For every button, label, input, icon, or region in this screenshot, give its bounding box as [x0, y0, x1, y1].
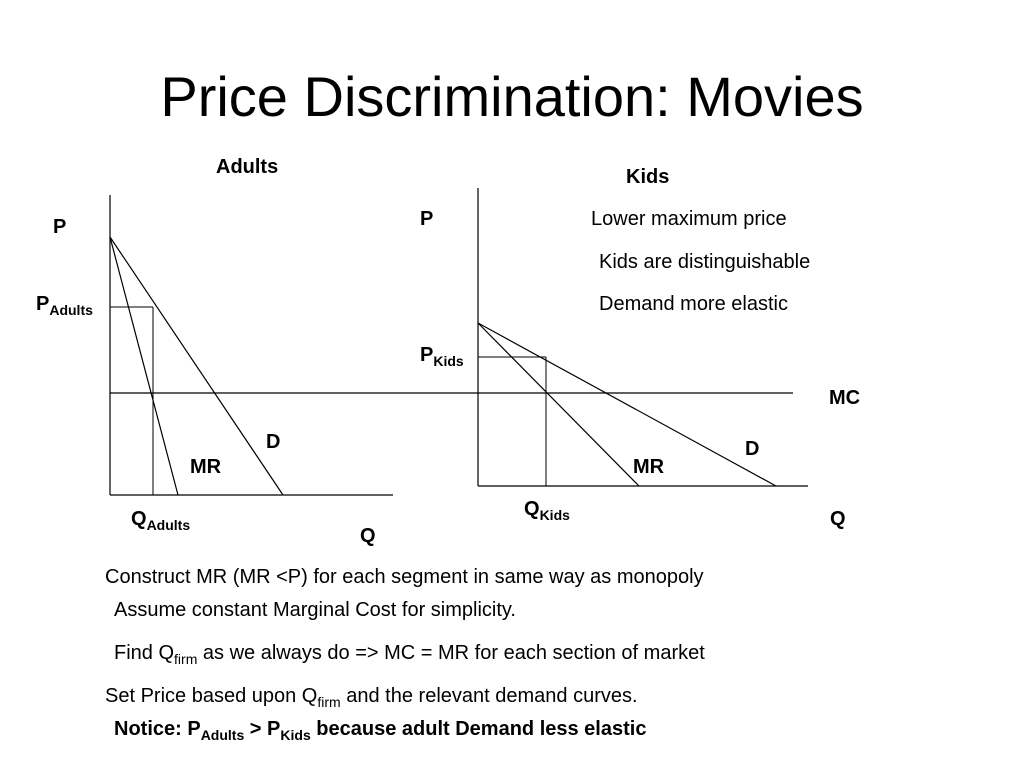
- kids-mr-label: MR: [633, 456, 665, 478]
- text-line-3: Find Qfirm as we always do => MC = MR fo…: [114, 642, 705, 667]
- text-line-1: Construct MR (MR <P) for each segment in…: [105, 566, 704, 588]
- kids-note-1: Lower maximum price: [591, 208, 787, 230]
- mc-label: MC: [829, 387, 861, 409]
- kids-heading: Kids: [626, 166, 670, 188]
- adults-p-axis-label: P: [53, 216, 67, 238]
- kids-q-axis-label: Q: [830, 508, 846, 530]
- kids-demand-curve: [477, 322, 777, 487]
- adults-quantity-label: QAdults: [131, 508, 191, 533]
- kids-quantity-label: QKids: [524, 498, 570, 523]
- text-line-2: Assume constant Marginal Cost for simpli…: [114, 599, 516, 621]
- kids-note-2: Kids are distinguishable: [599, 251, 811, 273]
- adults-demand-curve: [109, 236, 284, 496]
- text-line-5: Notice: PAdults > PKids because adult De…: [114, 718, 647, 743]
- kids-price-label: PKids: [420, 344, 464, 369]
- adults-mr-curve: [109, 236, 179, 496]
- adults-mr-label: MR: [190, 456, 222, 478]
- kids-mr-curve: [477, 322, 640, 487]
- adults-q-axis-label: Q: [360, 525, 376, 547]
- page-title: Price Discrimination: Movies: [160, 65, 864, 128]
- kids-p-axis-label: P: [420, 208, 434, 230]
- kids-demand-label: D: [745, 438, 760, 460]
- adults-demand-label: D: [266, 431, 281, 453]
- kids-note-3: Demand more elastic: [599, 293, 788, 315]
- adults-price-label: PAdults: [36, 293, 93, 318]
- text-line-4: Set Price based upon Qfirm and the relev…: [105, 685, 638, 710]
- adults-heading: Adults: [216, 156, 279, 178]
